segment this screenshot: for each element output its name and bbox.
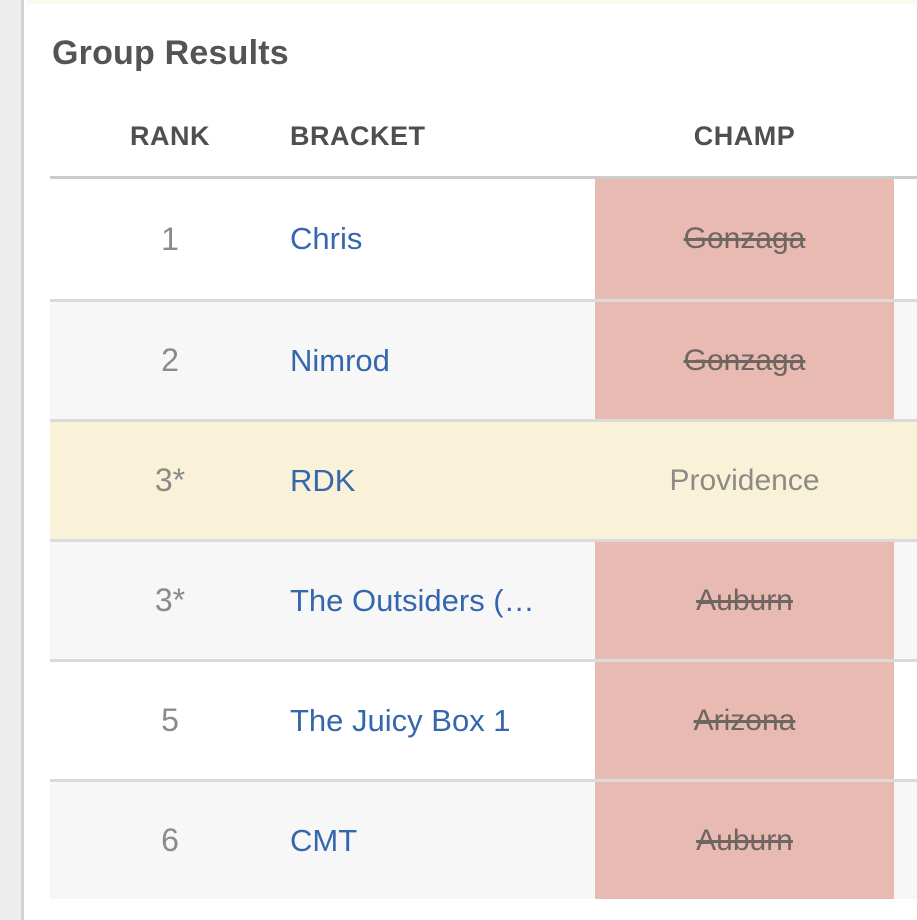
rank-cell: 5	[161, 702, 179, 738]
table-row: 6 CMT Auburn	[50, 779, 917, 899]
champ-value: Auburn	[696, 583, 793, 617]
table-row: 3* The Outsiders (… Auburn	[50, 539, 917, 659]
page-title: Group Results	[52, 34, 289, 72]
bracket-cell: Chris	[290, 179, 595, 299]
table-header-row: RANK BRACKET CHAMP	[50, 97, 917, 179]
table-row: 5 The Juicy Box 1 Arizona	[50, 659, 917, 779]
rank-cell: 3*	[154, 462, 186, 498]
bracket-cell: The Outsiders (…	[290, 542, 595, 659]
column-header-spacer	[894, 97, 917, 176]
champ-cell: Auburn	[595, 542, 894, 659]
champ-value: Providence	[669, 463, 820, 497]
bracket-link[interactable]: CMT	[290, 822, 358, 858]
column-header-rank: RANK	[130, 121, 210, 151]
champ-value: Gonzaga	[683, 222, 806, 255]
column-header-bracket: BRACKET	[290, 121, 426, 151]
table-row: 3* RDK Providence	[50, 419, 917, 539]
champ-cell: Auburn	[595, 782, 894, 899]
bracket-link[interactable]: The Juicy Box 1	[290, 702, 511, 738]
row-spacer	[894, 179, 917, 299]
rank-cell: 1	[161, 220, 179, 257]
group-results-panel: Group Results RANK BRACKET CHAMP 1 Chris…	[27, 34, 917, 899]
top-highlight-strip	[27, 0, 917, 4]
champ-cell: Arizona	[595, 662, 894, 779]
champ-value: Auburn	[696, 823, 793, 857]
row-spacer	[894, 422, 917, 539]
left-rail	[0, 0, 24, 920]
champ-value: Arizona	[693, 703, 796, 737]
bracket-link[interactable]: Nimrod	[290, 342, 390, 378]
bracket-link[interactable]: The Outsiders (…	[290, 582, 535, 618]
bracket-cell: The Juicy Box 1	[290, 662, 595, 779]
row-spacer	[894, 302, 917, 419]
champ-cell: Gonzaga	[595, 179, 894, 299]
table-body: 1 Chris Gonzaga 2 Nimrod Gonzaga 3* RDK …	[50, 179, 917, 899]
champ-cell: Gonzaga	[595, 302, 894, 419]
rank-cell: 6	[161, 822, 179, 858]
row-spacer	[894, 782, 917, 899]
row-spacer	[894, 542, 917, 659]
row-spacer	[894, 662, 917, 779]
table-row: 2 Nimrod Gonzaga	[50, 299, 917, 419]
bracket-link[interactable]: RDK	[290, 462, 356, 498]
rank-cell: 3*	[154, 582, 186, 618]
champ-cell: Providence	[595, 422, 894, 539]
rank-cell: 2	[161, 342, 179, 378]
bracket-cell: CMT	[290, 782, 595, 899]
column-header-champ: CHAMP	[693, 121, 796, 151]
champ-value: Gonzaga	[683, 343, 806, 377]
bracket-cell: RDK	[290, 422, 595, 539]
bracket-link[interactable]: Chris	[290, 221, 363, 256]
group-results-table: RANK BRACKET CHAMP 1 Chris Gonzaga 2 Nim…	[50, 97, 917, 899]
table-row: 1 Chris Gonzaga	[50, 179, 917, 299]
bracket-cell: Nimrod	[290, 302, 595, 419]
